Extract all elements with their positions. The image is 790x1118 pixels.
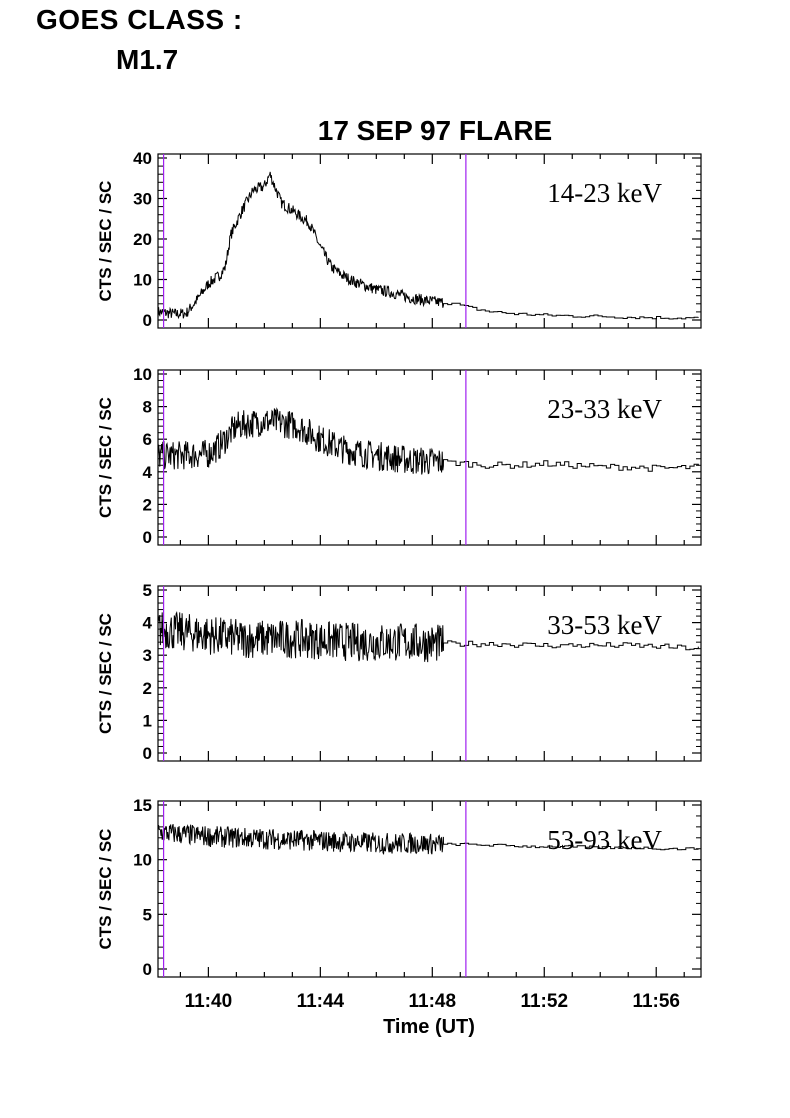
y-axis-label: CTS / SEC / SC <box>96 397 115 518</box>
y-tick-label: 8 <box>143 398 152 417</box>
y-axis-label: CTS / SEC / SC <box>96 613 115 734</box>
y-tick-label: 20 <box>133 230 152 249</box>
y-tick-label: 2 <box>143 495 152 514</box>
y-tick-label: 0 <box>143 960 152 979</box>
goes-class-value: M1.7 <box>116 44 179 75</box>
y-tick-label: 10 <box>133 365 152 384</box>
y-tick-label: 0 <box>143 528 152 547</box>
y-tick-label: 4 <box>143 614 153 633</box>
x-tick-label: 11:40 <box>185 991 233 1012</box>
y-tick-label: 2 <box>143 679 152 698</box>
x-tick-label: 11:56 <box>632 991 680 1012</box>
y-tick-label: 3 <box>143 646 152 665</box>
x-tick-label: 11:48 <box>409 991 457 1012</box>
y-tick-label: 0 <box>143 744 152 763</box>
series-line <box>157 171 699 320</box>
series-line <box>157 610 699 663</box>
panel-3: 0 1 2 3 4 5 CTS / SEC / SC 33-53 keV <box>96 581 702 763</box>
plot-frame <box>157 585 702 762</box>
panel-2: 0 2 4 6 8 10 CTS / SEC / SC 23-33 keV <box>96 365 702 547</box>
goes-class-heading: GOES CLASS : <box>36 4 243 35</box>
y-tick-label: 30 <box>133 190 152 209</box>
energy-band-label: 23-33 keV <box>547 394 662 424</box>
plot-frame <box>157 153 702 329</box>
panel-1: 0 10 20 30 40 CTS / SEC / SC 14-23 keV <box>96 149 702 330</box>
energy-band-label: 33-53 keV <box>547 610 662 640</box>
y-tick-label: 10 <box>133 271 152 290</box>
y-tick-label: 10 <box>133 851 152 870</box>
x-tick-label: 11:44 <box>297 991 345 1012</box>
y-tick-label: 15 <box>133 796 152 815</box>
series-line <box>157 407 699 475</box>
energy-band-label: 14-23 keV <box>547 178 662 208</box>
chart-title: 17 SEP 97 FLARE <box>318 115 552 146</box>
y-axis-label: CTS / SEC / SC <box>96 829 115 950</box>
y-tick-label: 40 <box>133 149 152 168</box>
y-tick-label: 1 <box>143 711 152 730</box>
y-axis-label: CTS / SEC / SC <box>96 181 115 302</box>
y-tick-label: 5 <box>143 581 152 600</box>
x-axis-label: Time (UT) <box>383 1016 475 1038</box>
plot-frame <box>157 369 702 546</box>
panel-4: 0 5 10 15 CTS / SEC / SC 53-93 keV 11:40 11:44 1… <box>96 796 702 1012</box>
y-tick-label: 0 <box>143 311 152 330</box>
y-tick-label: 5 <box>143 905 152 924</box>
y-tick-label: 4 <box>143 463 153 482</box>
series-line <box>157 824 699 855</box>
goes-class-label: GOES CLASS : M1.7 <box>0 0 320 90</box>
plot-frame <box>157 800 702 978</box>
y-tick-label: 6 <box>143 430 152 449</box>
energy-band-label: 53-93 keV <box>547 825 662 855</box>
x-tick-label: 11:52 <box>520 991 568 1012</box>
